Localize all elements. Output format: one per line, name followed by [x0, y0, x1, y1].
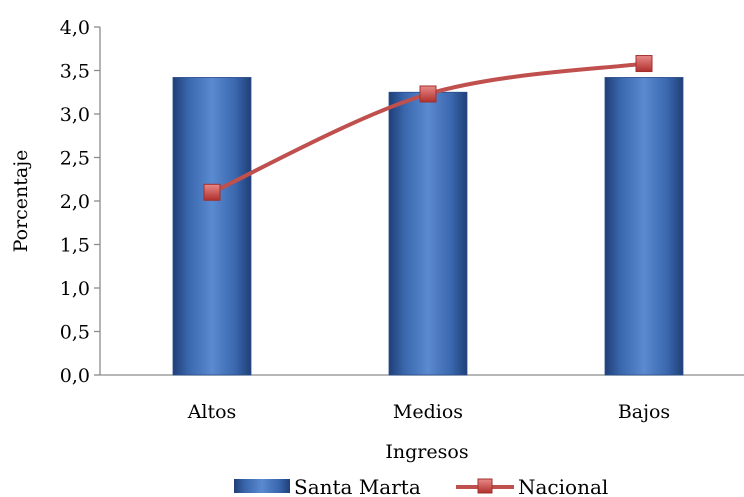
y-tick-label: 2,5: [60, 148, 90, 170]
legend-label-santa-marta: Santa Marta: [294, 475, 421, 497]
y-tick-label: 0,0: [60, 365, 90, 387]
legend-marker-nacional: [477, 478, 493, 494]
y-tick-label: 1,5: [60, 235, 90, 257]
bar-santa-marta: [172, 77, 252, 376]
bar-santa-marta: [388, 91, 468, 376]
point-nacional: [635, 55, 653, 73]
x-axis-title: Ingresos: [385, 441, 468, 463]
x-tick-label: Altos: [187, 401, 237, 423]
legend: Santa Marta Nacional: [234, 475, 608, 497]
y-tick-label: 2,0: [60, 191, 90, 213]
y-tick-label: 3,0: [60, 104, 90, 126]
point-nacional: [419, 85, 437, 103]
y-axis: 0,0 0,5 1,0 1,5 2,0 2,5 3,0 3,5 4,0: [60, 17, 101, 387]
y-tick-label: 4,0: [60, 17, 90, 39]
line-series-nacional: [203, 55, 653, 201]
y-tick-label: 3,5: [60, 61, 90, 83]
bar-santa-marta: [604, 77, 684, 376]
legend-item-santa-marta: Santa Marta: [234, 475, 421, 497]
y-tick-label: 1,0: [60, 278, 90, 300]
y-tick-label: 0,5: [60, 322, 90, 344]
x-tick-label: Bajos: [618, 401, 670, 423]
legend-label-nacional: Nacional: [518, 475, 608, 497]
x-tick-label: Medios: [393, 401, 463, 423]
bar-series-santa-marta: [172, 77, 684, 376]
y-axis-title: Porcentaje: [10, 150, 32, 253]
legend-swatch-santa-marta: [234, 479, 290, 493]
x-axis: Altos Medios Bajos: [100, 374, 744, 423]
point-nacional: [203, 183, 221, 201]
legend-item-nacional: Nacional: [456, 475, 608, 497]
